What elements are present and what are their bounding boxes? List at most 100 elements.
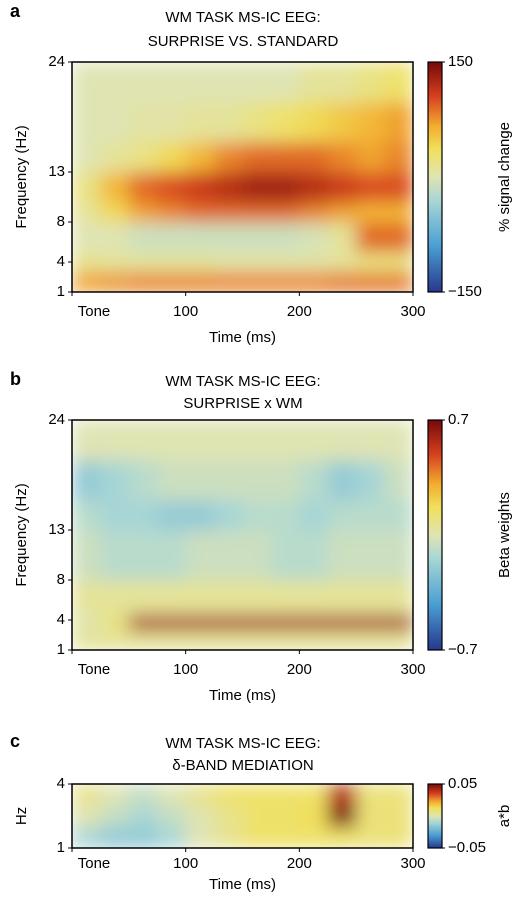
y-axis-label: Frequency (Hz)	[13, 483, 30, 586]
heatmap-cell	[214, 460, 243, 501]
heatmap-cell	[185, 102, 215, 143]
heatmap-cell	[384, 142, 413, 173]
panel-label: a	[10, 1, 21, 21]
heatmap-cell	[242, 172, 272, 203]
y-tick-label: 8	[57, 571, 65, 588]
heatmap-cell	[270, 142, 300, 173]
colorbar-tick-label: −150	[448, 283, 482, 300]
heatmap-cell	[327, 252, 357, 273]
heatmap-cell	[128, 172, 158, 203]
panel-label: b	[10, 369, 21, 389]
heatmap-cell	[128, 102, 158, 143]
x-axis-label: Time (ms)	[209, 687, 276, 704]
heatmap-cell	[384, 222, 413, 253]
y-tick-label: 1	[57, 641, 65, 658]
heatmap-cell	[299, 784, 329, 806]
heatmap-cell	[356, 580, 386, 616]
heatmap-cell	[327, 500, 357, 531]
heatmap-cell	[100, 615, 130, 631]
heatmap-cell	[327, 202, 357, 223]
heatmap-cell	[299, 222, 329, 253]
y-tick-label: 4	[57, 775, 65, 792]
heatmap-cell	[72, 805, 101, 828]
heatmap-cell	[214, 420, 243, 461]
heatmap-cell	[214, 530, 243, 581]
colorbar-label: a*b	[496, 805, 513, 828]
heatmap-cell	[185, 580, 215, 616]
heatmap-cell	[100, 580, 130, 616]
heatmap-cell	[327, 142, 357, 173]
chart-title: WM TASK MS-IC EEG:	[165, 373, 320, 390]
heatmap-cell	[384, 420, 413, 461]
x-axis-label: Time (ms)	[209, 329, 276, 346]
heatmap-cell	[128, 272, 158, 292]
heatmap-cell	[157, 615, 187, 631]
heatmap-cell	[299, 826, 329, 848]
heatmap-cell	[72, 102, 101, 143]
heatmap-cell	[157, 580, 187, 616]
heatmap-cell	[157, 172, 187, 203]
heatmap-cell	[100, 102, 130, 143]
heatmap-cell	[384, 62, 413, 103]
heatmap-cell	[128, 580, 158, 616]
heatmap-cell	[327, 172, 357, 203]
heatmap-cell	[270, 62, 300, 103]
heatmap-cell	[185, 252, 215, 273]
heatmap-cell	[128, 252, 158, 273]
plot-frame	[71, 61, 414, 293]
heatmap-cell	[214, 62, 243, 103]
heatmap-cell	[100, 252, 130, 273]
heatmap-cell	[214, 500, 243, 531]
heatmap-cell	[100, 272, 130, 292]
heatmap-cell	[157, 460, 187, 501]
heatmap-cell	[100, 142, 130, 173]
y-tick-label: 4	[57, 611, 65, 628]
heatmap-cell	[384, 630, 413, 650]
panel-label: c	[10, 731, 20, 751]
heatmap-cell	[214, 142, 243, 173]
heatmap-cell	[157, 630, 187, 650]
heatmap-cell	[214, 252, 243, 273]
heatmap-cell	[214, 630, 243, 650]
x-tick-label: 200	[287, 303, 312, 320]
heatmap-cell	[356, 62, 386, 103]
heatmap-cell	[356, 615, 386, 631]
heatmap-cell	[242, 62, 272, 103]
heatmap-cell	[128, 826, 158, 848]
heatmap-cell	[185, 826, 215, 848]
heatmap-cell	[242, 142, 272, 173]
y-tick-label: 4	[57, 253, 65, 270]
heatmap-cell	[185, 500, 215, 531]
heatmap-cell	[356, 630, 386, 650]
heatmap-cell	[214, 805, 243, 828]
heatmap-cell	[299, 615, 329, 631]
heatmap-cell	[128, 202, 158, 223]
heatmap-cell	[100, 805, 130, 828]
heatmap-cell	[100, 202, 130, 223]
heatmap-cell	[384, 202, 413, 223]
heatmap-cell	[384, 826, 413, 848]
heatmap-cells	[72, 62, 413, 292]
heatmap-cell	[299, 172, 329, 203]
x-tick-label: Tone	[78, 855, 111, 872]
heatmap-cell	[72, 784, 101, 806]
colorbar-tick-label: 0.7	[448, 411, 469, 428]
heatmap-cell	[270, 615, 300, 631]
colorbar-tick-label: −0.7	[448, 641, 478, 658]
heatmap-cell	[299, 202, 329, 223]
heatmap-cell	[214, 272, 243, 292]
y-tick-label: 24	[48, 411, 65, 428]
heatmap-cell	[157, 202, 187, 223]
x-tick-label: Tone	[78, 661, 111, 678]
y-tick-label: 13	[48, 521, 65, 538]
heatmap-cell	[270, 826, 300, 848]
heatmap-cell	[270, 252, 300, 273]
heatmap-cell	[327, 420, 357, 461]
heatmap-cell	[356, 826, 386, 848]
y-tick-label: 13	[48, 163, 65, 180]
heatmap-cell	[299, 460, 329, 501]
heatmap-cell	[299, 252, 329, 273]
heatmap-cell	[270, 530, 300, 581]
heatmap-cell	[100, 826, 130, 848]
